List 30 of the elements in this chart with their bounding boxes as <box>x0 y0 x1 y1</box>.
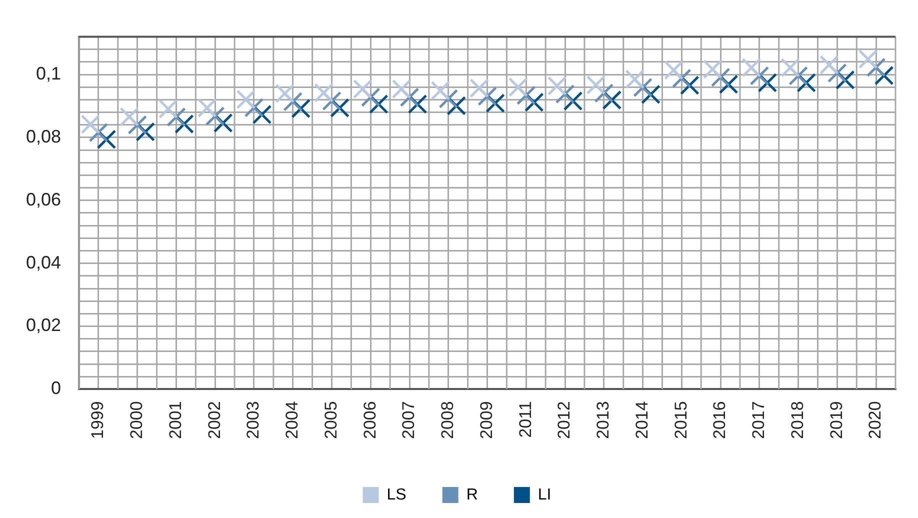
x-tick-label: 2003 <box>244 401 263 440</box>
x-tick-label: 2008 <box>438 401 458 440</box>
legend-label: LI <box>538 486 552 504</box>
x-tick-label: 2017 <box>749 401 768 440</box>
y-tick-label: 0 <box>51 378 62 398</box>
y-tick-label: 0,1 <box>36 64 62 84</box>
y-tick-label: 0,08 <box>26 126 62 146</box>
x-tick-label: 2005 <box>321 401 340 440</box>
x-tick-label: 2009 <box>476 401 496 440</box>
legend-label: R <box>466 486 478 504</box>
y-tick-label: 0,04 <box>26 252 62 272</box>
x-tick-label: 2012 <box>554 401 574 440</box>
x-tick-label: 2007 <box>399 401 418 440</box>
x-tick-label: 2000 <box>127 401 146 440</box>
x-tick-label: 2019 <box>826 401 846 440</box>
x-tick-label: 2018 <box>788 401 807 440</box>
x-tick-label: 2013 <box>594 401 613 440</box>
x-tick-label: 2015 <box>671 401 690 440</box>
y-tick-label: 0,06 <box>26 189 62 210</box>
x-tick-label: 1999 <box>88 401 108 440</box>
x-tick-label: 2016 <box>710 401 730 440</box>
y-tick-label: 0,02 <box>26 315 62 336</box>
x-tick-label: 2004 <box>282 401 302 440</box>
legend-label: LS <box>386 486 406 504</box>
x-tick-label: 2002 <box>204 401 224 440</box>
x-tick-label: 2001 <box>166 401 185 440</box>
x-tick-label: 2014 <box>632 401 652 440</box>
x-tick-label: 2020 <box>866 401 885 440</box>
x-tick-label: 2011 <box>516 401 535 438</box>
x-tick-label: 2006 <box>360 401 380 440</box>
